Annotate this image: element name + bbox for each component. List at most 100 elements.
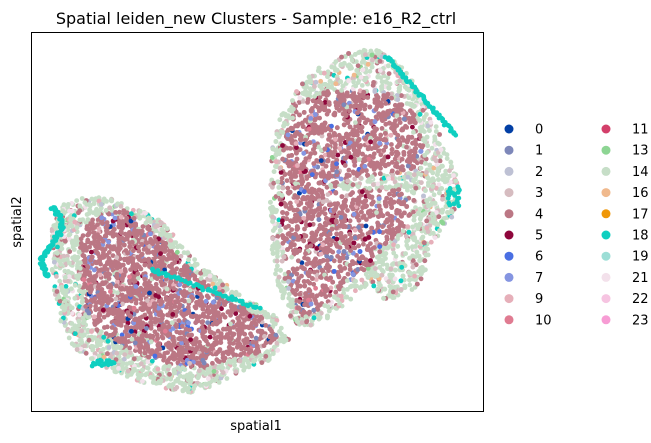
data-point: [250, 339, 256, 345]
data-point: [138, 296, 144, 302]
data-point: [86, 278, 92, 283]
data-point: [100, 307, 106, 313]
data-point: [83, 304, 89, 309]
data-point: [81, 253, 87, 259]
data-point: [167, 371, 172, 377]
data-point: [180, 365, 186, 370]
data-point: [54, 289, 60, 294]
data-point: [145, 365, 150, 371]
data-point: [119, 332, 125, 338]
data-point: [155, 366, 161, 372]
data-point: [261, 343, 267, 349]
data-point: [198, 276, 204, 281]
data-point: [262, 334, 267, 339]
data-point: [152, 262, 158, 267]
data-point: [106, 345, 112, 350]
data-point: [167, 302, 173, 307]
data-point: [130, 261, 136, 267]
data-point: [74, 347, 80, 352]
data-point: [165, 350, 171, 355]
data-point: [55, 244, 60, 250]
data-point: [128, 292, 134, 298]
data-point: [134, 288, 140, 294]
data-point: [263, 323, 269, 328]
data-point: [111, 331, 117, 337]
data-point: [49, 228, 55, 234]
data-point: [57, 298, 63, 304]
data-point: [229, 336, 234, 342]
data-point: [210, 304, 216, 310]
data-point: [193, 336, 199, 342]
data-point: [83, 350, 89, 356]
data-point: [102, 233, 108, 239]
data-point: [148, 283, 153, 289]
data-point: [236, 330, 242, 336]
data-point: [124, 285, 130, 291]
data-point: [135, 254, 141, 260]
data-point: [237, 353, 243, 358]
data-point: [104, 294, 110, 299]
data-point: [205, 314, 211, 320]
data-point: [98, 329, 104, 335]
data-point: [62, 305, 68, 311]
data-point: [201, 303, 207, 308]
data-point: [160, 262, 166, 267]
data-point: [265, 314, 271, 320]
data-point: [95, 337, 100, 343]
data-point: [96, 243, 102, 249]
data-point: [158, 353, 164, 359]
data-point: [220, 282, 226, 288]
data-point: [233, 352, 239, 358]
data-point: [246, 362, 252, 368]
data-point: [167, 355, 173, 361]
data-point: [259, 360, 265, 365]
data-point: [362, 106, 368, 112]
data-point: [277, 117, 283, 123]
data-point: [102, 197, 107, 203]
data-point: [189, 294, 194, 300]
data-point: [56, 294, 62, 300]
data-point: [139, 324, 145, 330]
data-point: [307, 222, 313, 228]
data-point: [146, 215, 151, 221]
data-point: [67, 249, 73, 255]
data-point: [161, 291, 167, 297]
data-point: [175, 376, 181, 382]
data-point: [195, 360, 201, 366]
data-point: [191, 341, 196, 347]
data-point: [248, 331, 253, 337]
data-point: [229, 289, 235, 295]
data-point: [323, 294, 329, 300]
data-point: [49, 268, 55, 273]
data-point: [279, 331, 284, 337]
data-point: [130, 256, 136, 262]
data-point: [254, 347, 260, 352]
data-point: [199, 325, 205, 330]
data-point: [270, 351, 276, 357]
data-point: [66, 274, 72, 280]
data-point: [196, 374, 202, 379]
data-point: [86, 337, 92, 343]
data-point: [93, 274, 99, 279]
data-point: [139, 333, 145, 339]
data-point: [145, 359, 151, 365]
data-point: [222, 302, 228, 307]
data-point: [253, 310, 259, 315]
data-point: [99, 202, 104, 207]
data-point: [135, 271, 141, 277]
data-point: [160, 282, 166, 287]
data-point: [258, 329, 264, 335]
data-point: [137, 215, 143, 221]
data-point: [116, 247, 122, 253]
data-point: [251, 359, 256, 364]
data-point: [129, 360, 135, 366]
data-point: [133, 300, 139, 306]
data-point: [127, 278, 132, 284]
data-point: [164, 319, 170, 325]
data-point: [236, 292, 242, 298]
data-point: [136, 343, 142, 349]
data-point: [176, 318, 182, 324]
data-point: [119, 276, 124, 282]
data-point: [117, 339, 123, 344]
data-point: [135, 275, 141, 281]
